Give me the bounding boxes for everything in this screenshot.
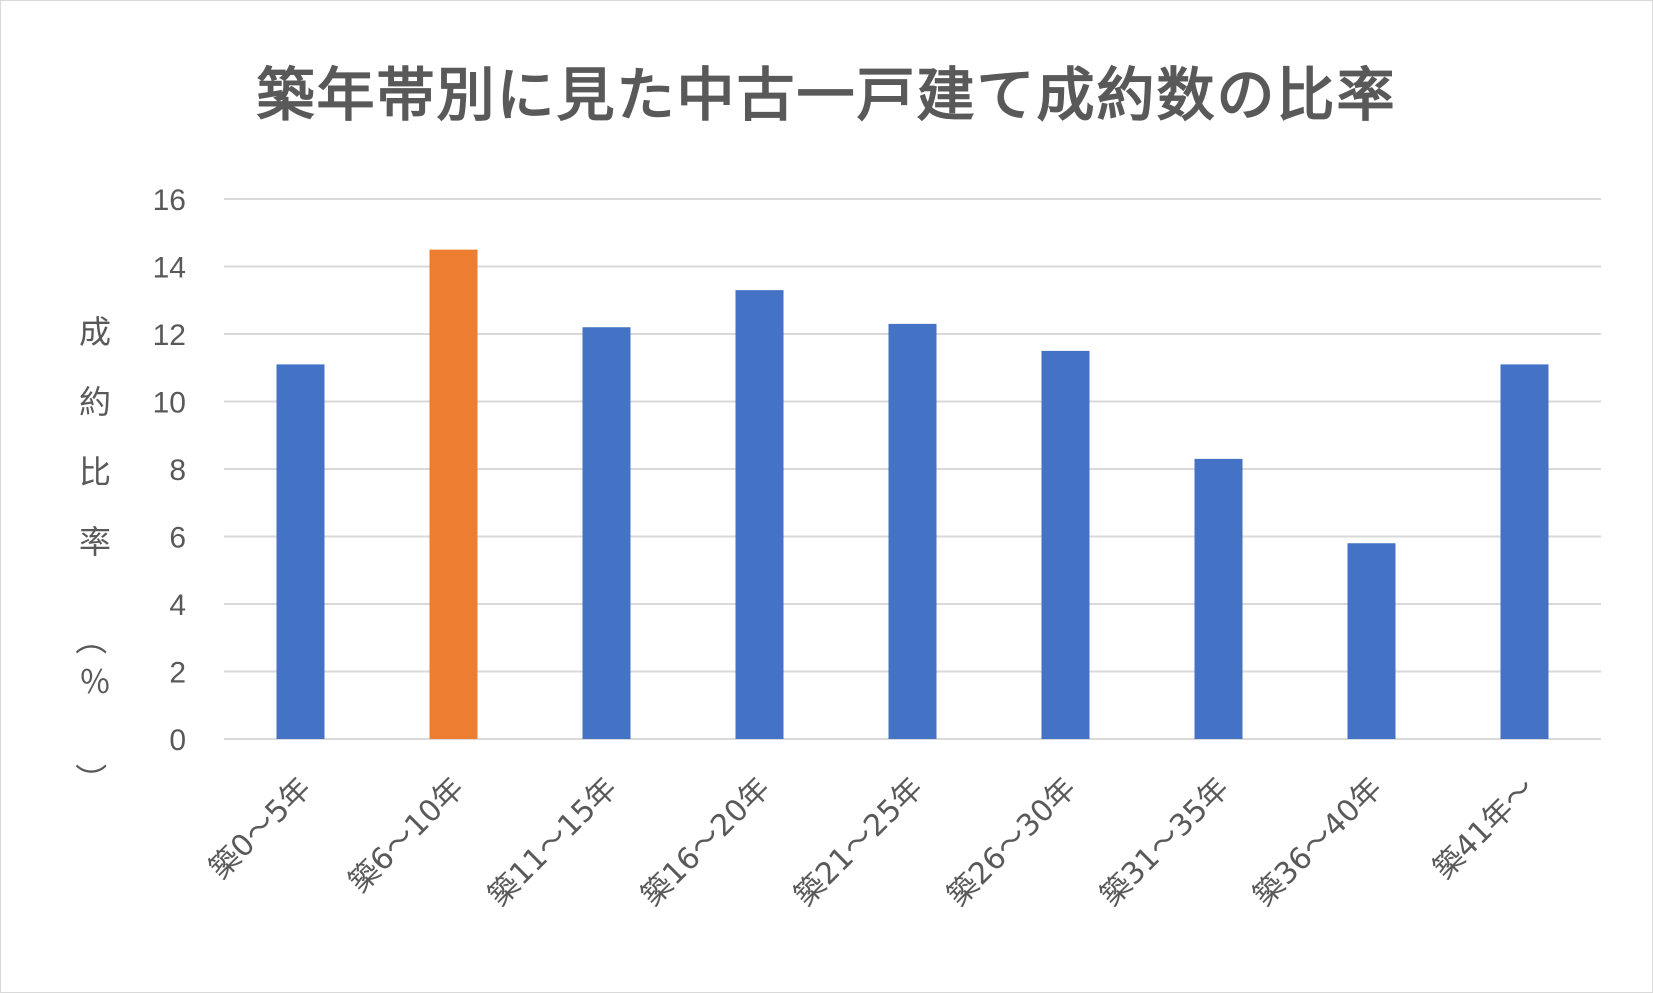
- chart-title: 築年帯別に見た中古一戸建て成約数の比率: [256, 61, 1397, 129]
- bar: [582, 327, 631, 739]
- bar: [429, 249, 478, 739]
- x-category-label: 築41年～: [1427, 771, 1542, 886]
- y-tick-label: 8: [169, 454, 186, 487]
- x-category-labels: 築0～5年 築6～10年 築11～15年 築16～20年 築21～25年 築26～30年築…: [203, 771, 1542, 913]
- x-category-label: 築31～35年: [1094, 771, 1236, 913]
- y-tick-label: 14: [153, 252, 186, 285]
- x-category-label: 築26～30年: [941, 771, 1083, 913]
- y-tick-label: 0: [169, 724, 186, 757]
- bar: [1194, 458, 1243, 739]
- x-category-label: 築6～10年: [342, 771, 471, 900]
- x-category-label: 築21～25年: [788, 771, 930, 913]
- x-category-label: 築16～20年: [635, 771, 777, 913]
- bar: [1347, 543, 1396, 739]
- x-category-label: 築0～5年: [203, 771, 318, 886]
- y-tick-label: 4: [169, 589, 186, 622]
- y-axis-title: 成約比率（％）: [71, 313, 111, 795]
- bar: [1500, 364, 1549, 739]
- bar: [735, 290, 784, 739]
- bar: [1041, 350, 1090, 739]
- x-category-label: 築36～40年: [1247, 771, 1389, 913]
- y-axis-label: 成約比率（％）: [71, 313, 111, 795]
- bar: [888, 323, 937, 739]
- y-tick-labels: 0 2 4 6 8 10 12 14 16: [153, 184, 186, 757]
- bar: [276, 364, 325, 739]
- y-tick-label: 2: [169, 657, 186, 690]
- bars: [276, 249, 1549, 739]
- x-category-label: 築11～15年: [482, 771, 624, 913]
- y-tick-label: 10: [153, 387, 186, 420]
- y-tick-label: 6: [169, 522, 186, 555]
- y-tick-label: 16: [153, 184, 186, 217]
- y-tick-label: 12: [153, 319, 186, 352]
